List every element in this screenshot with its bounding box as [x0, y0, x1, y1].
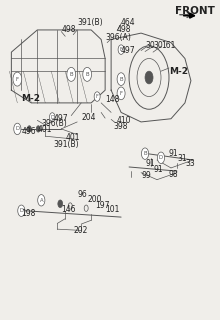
- Text: 31: 31: [177, 154, 187, 163]
- Circle shape: [157, 152, 165, 164]
- Text: A: A: [39, 198, 43, 203]
- Text: 161: 161: [161, 41, 175, 50]
- Text: B: B: [69, 72, 73, 77]
- Text: 410: 410: [117, 116, 132, 125]
- Text: 198: 198: [21, 209, 36, 219]
- Text: 98: 98: [169, 170, 179, 179]
- Text: M-2: M-2: [21, 94, 40, 103]
- Text: 401: 401: [65, 133, 80, 142]
- Text: 30: 30: [153, 41, 163, 50]
- Text: 99: 99: [141, 171, 151, 180]
- Circle shape: [27, 126, 31, 132]
- Text: 498: 498: [61, 25, 76, 35]
- Text: 396(B): 396(B): [41, 119, 67, 128]
- Text: B: B: [119, 76, 123, 82]
- Text: 204: 204: [81, 113, 96, 122]
- Text: 96: 96: [77, 190, 87, 199]
- Text: 391(B): 391(B): [53, 140, 79, 148]
- Circle shape: [18, 205, 25, 216]
- Circle shape: [141, 148, 149, 159]
- Circle shape: [118, 45, 124, 54]
- Text: 200: 200: [87, 195, 102, 204]
- Circle shape: [58, 200, 63, 208]
- Circle shape: [50, 113, 55, 122]
- Text: F: F: [96, 94, 99, 99]
- Circle shape: [38, 195, 45, 206]
- Text: 401: 401: [37, 125, 52, 134]
- Text: 202: 202: [73, 226, 88, 235]
- Text: 91: 91: [169, 149, 179, 158]
- Text: 496: 496: [21, 127, 36, 136]
- Text: 30: 30: [145, 41, 155, 50]
- Circle shape: [145, 71, 153, 84]
- Text: F: F: [120, 47, 123, 52]
- Text: 398: 398: [113, 122, 128, 131]
- Text: B: B: [143, 151, 147, 156]
- Text: 396(A): 396(A): [105, 33, 131, 42]
- Circle shape: [36, 126, 40, 132]
- Text: 464: 464: [121, 18, 136, 27]
- Text: B: B: [85, 72, 89, 77]
- Text: 497: 497: [53, 114, 68, 123]
- Text: 391(B): 391(B): [77, 18, 103, 27]
- Text: 498: 498: [117, 25, 132, 35]
- Text: D: D: [19, 208, 23, 213]
- Text: D: D: [159, 155, 163, 160]
- Circle shape: [94, 92, 100, 101]
- Circle shape: [67, 68, 76, 81]
- Text: 101: 101: [105, 205, 119, 214]
- Circle shape: [117, 73, 125, 85]
- Text: D: D: [50, 115, 54, 120]
- Circle shape: [13, 72, 22, 86]
- Circle shape: [117, 87, 125, 100]
- Text: 91: 91: [145, 159, 155, 168]
- Text: FRONT: FRONT: [175, 6, 215, 16]
- Circle shape: [14, 123, 21, 135]
- Text: 33: 33: [185, 159, 195, 168]
- Text: 148: 148: [105, 95, 119, 104]
- Text: F: F: [120, 91, 123, 96]
- Text: 146: 146: [61, 205, 76, 214]
- Text: M-2: M-2: [169, 67, 188, 76]
- Text: 197: 197: [95, 201, 110, 210]
- Text: 497: 497: [121, 46, 136, 55]
- Circle shape: [83, 68, 92, 81]
- Text: F: F: [16, 76, 19, 82]
- Text: 91: 91: [153, 165, 163, 174]
- Text: D: D: [15, 126, 19, 132]
